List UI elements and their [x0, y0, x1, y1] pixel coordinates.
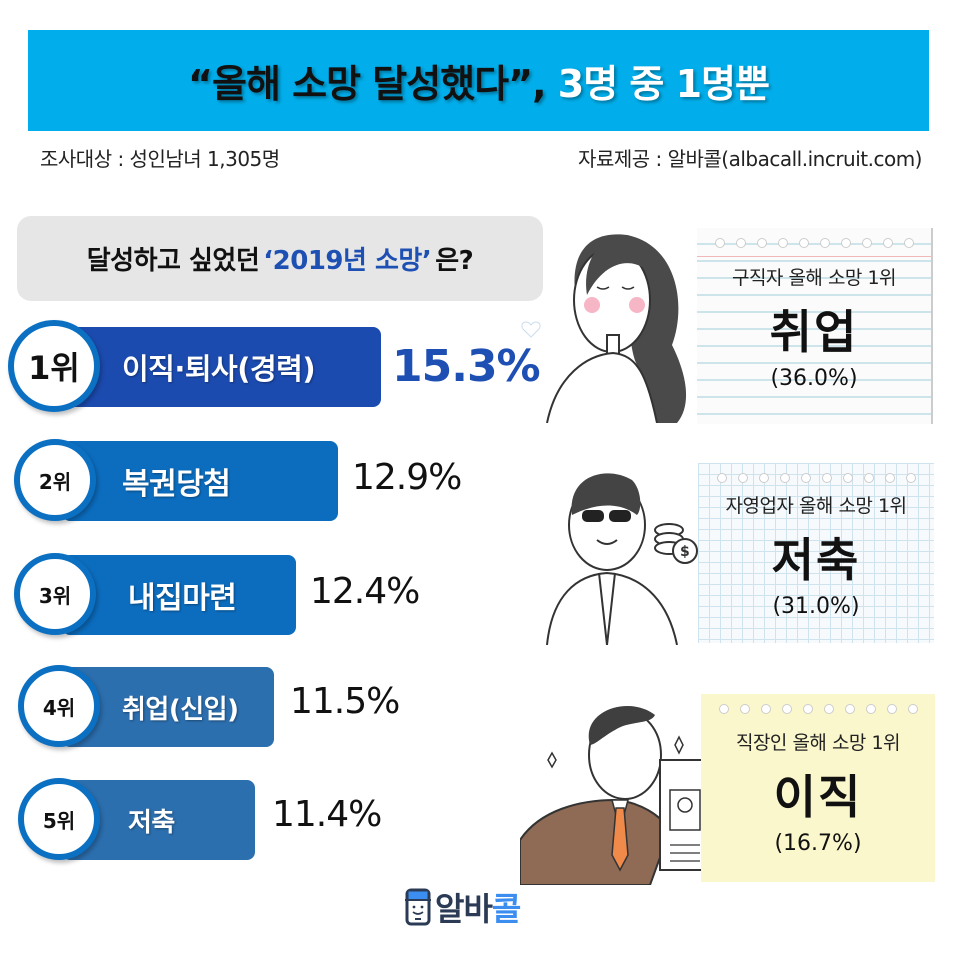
title-quote: “올해 소망 달성했다”,	[188, 62, 547, 106]
rank-label: 복권당첨	[122, 467, 231, 502]
rank-label: 이직·퇴사(경력)	[122, 352, 316, 386]
note-subtitle: 자영업자 올해 소망 1위	[725, 495, 907, 517]
note-percent: (31.0%)	[772, 594, 860, 619]
note-percent: (16.7%)	[774, 831, 862, 856]
rank-row-2: 복권당첨 2위 12.9%	[0, 439, 480, 521]
question-highlight: ‘2019년 소망’	[263, 246, 432, 276]
rank-bar: 내집마련	[62, 555, 296, 635]
binder-holes	[716, 473, 916, 483]
rank-badge: 4위	[18, 665, 100, 747]
employee-note-card: 직장인 올해 소망 1위 이직 (16.7%)	[701, 694, 935, 882]
rank-bar: 취업(신입)	[62, 667, 274, 747]
svg-text:$: $	[680, 544, 690, 560]
office-worker-illustration	[520, 706, 710, 885]
title-stat: 3명 중 1명뿐	[557, 62, 770, 106]
page-title: “올해 소망 달성했다”, 3명 중 1명뿐	[188, 53, 770, 108]
rank-percent: 11.5%	[290, 681, 400, 722]
rank-percent: 11.4%	[272, 794, 382, 835]
question-prefix: 달성하고 싶었던	[86, 246, 260, 276]
rank-row-1: 이직·퇴사(경력) 1위 15.3%	[0, 320, 541, 412]
rank-badge: 2위	[14, 439, 96, 521]
data-source: 자료제공 : 알바콜(albacall.incruit.com)	[578, 147, 922, 171]
rank-badge: 5위	[18, 778, 100, 860]
rank-label: 내집마련	[128, 581, 237, 616]
survey-target: 조사대상 : 성인남녀 1,305명	[40, 147, 280, 171]
question-suffix: 은?	[435, 246, 474, 276]
binder-holes	[718, 704, 918, 714]
note-main: 저축	[771, 533, 861, 587]
rank-badge: 3위	[14, 553, 96, 635]
rank-row-5: 저축 5위 11.4%	[0, 778, 382, 860]
rank-percent: 12.4%	[310, 571, 420, 612]
note-percent: (36.0%)	[770, 366, 858, 391]
phone-smile-icon	[405, 888, 431, 926]
sunglasses-man-illustration: $	[546, 473, 698, 645]
self-employed-note-card: 자영업자 올해 소망 1위 저축 (31.0%)	[698, 463, 934, 643]
rank-percent: 12.9%	[352, 457, 462, 498]
rank-bar: 복권당첨	[62, 441, 338, 521]
question-box: 달성하고 싶었던 ‘2019년 소망’ 은?	[17, 216, 543, 301]
rank-row-4: 취업(신입) 4위 11.5%	[0, 665, 400, 747]
albacall-logo: 알바콜	[405, 884, 521, 930]
rank-percent: 15.3%	[392, 341, 541, 392]
note-main: 이직	[773, 770, 863, 824]
note-main: 취업	[769, 305, 859, 359]
rank-row-3: 내집마련 3위 12.4%	[0, 553, 440, 635]
rank-badge: 1위	[8, 320, 100, 412]
rank-label: 저축	[128, 807, 175, 838]
logo-text: 알바콜	[435, 890, 521, 928]
note-subtitle: 구직자 올해 소망 1위	[731, 267, 897, 289]
rank-label: 취업(신입)	[122, 694, 239, 725]
title-banner: “올해 소망 달성했다”, 3명 중 1명뿐	[28, 30, 929, 131]
jobseeker-note-card: 구직자 올해 소망 1위 취업 (36.0%)	[697, 228, 933, 424]
note-subtitle: 직장인 올해 소망 1위	[735, 732, 901, 754]
binder-holes	[714, 238, 914, 248]
praying-woman-illustration	[521, 234, 687, 423]
